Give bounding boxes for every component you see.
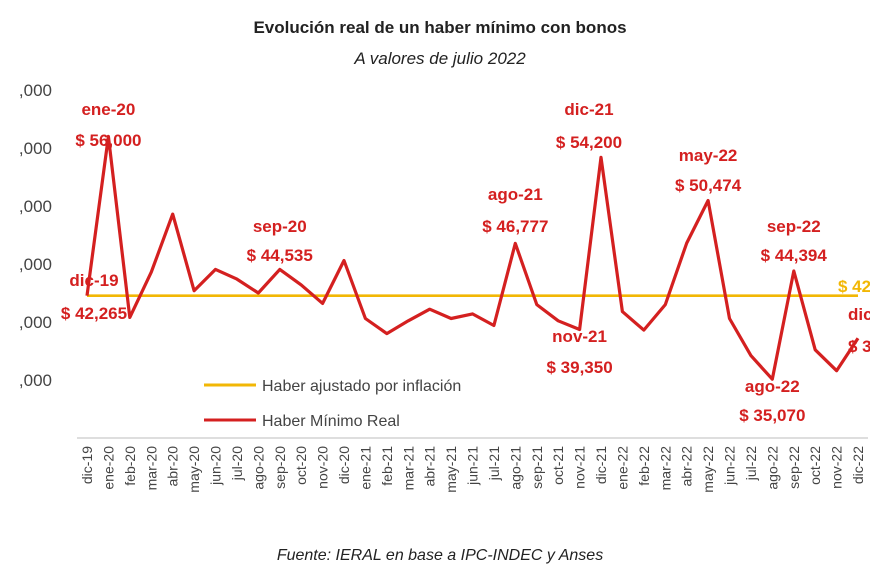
x-tick-label: nov-20 (315, 446, 331, 489)
y-tick-label: ,000 (19, 81, 52, 100)
x-tick-label: jun-20 (208, 446, 224, 486)
x-tick-label: sep-22 (786, 446, 802, 489)
chart-title: Evolución real de un haber mínimo con bo… (253, 18, 626, 37)
y-tick-label: ,000 (19, 313, 52, 332)
x-tick-label: dic-19 (79, 446, 95, 484)
x-tick-label: oct-22 (807, 446, 823, 485)
legend: Haber ajustado por inflación Haber Mínim… (204, 378, 461, 430)
annotation-label: sep-20 (253, 217, 307, 236)
x-tick-label: nov-22 (829, 446, 845, 489)
x-tick-label: sep-20 (272, 446, 288, 489)
y-axis: ,000 ,000 ,000 ,000 ,000 ,000 (19, 81, 52, 390)
x-tick-label: jul-22 (743, 446, 759, 481)
x-tick-label: ene-22 (614, 446, 630, 490)
annotation-label: may-22 (679, 146, 738, 165)
x-tick-label: dic-20 (336, 446, 352, 484)
x-tick-label: nov-21 (572, 446, 588, 489)
legend-label-inflation: Haber ajustado por inflación (262, 378, 461, 395)
annotation-value: $ 44,535 (247, 246, 313, 265)
annotation-value: $ 46,777 (482, 217, 548, 236)
x-tick-label: abr-20 (165, 446, 181, 487)
x-tick-label: mar-21 (400, 446, 416, 491)
annotation-value: $ 44,394 (761, 246, 828, 265)
series-line-real (85, 134, 860, 381)
x-tick-label: mar-20 (143, 446, 159, 491)
series-layer (85, 134, 860, 381)
y-tick-label: ,000 (19, 197, 52, 216)
y-tick-label: ,000 (19, 371, 52, 390)
annotation-value: $ 50,474 (675, 176, 742, 195)
x-tick-label: dic-21 (593, 446, 609, 484)
annotation-value: $ 56,000 (75, 131, 141, 150)
annotation-label: dic-19 (69, 271, 118, 290)
chart-source: Fuente: IERAL en base a IPC-INDEC y Anse… (277, 547, 603, 564)
x-tick-label: abr-21 (422, 446, 438, 487)
x-tick-label: ene-21 (357, 446, 373, 490)
x-tick-label: oct-20 (293, 446, 309, 485)
x-tick-label: mar-22 (657, 446, 673, 491)
x-tick-label: jul-20 (229, 446, 245, 481)
annotation-label: nov-21 (552, 327, 607, 346)
x-tick-label: jun-22 (722, 446, 738, 486)
x-tick-label: ago-20 (250, 446, 266, 490)
annotation-label: sep-22 (767, 217, 821, 236)
x-tick-label: ago-21 (507, 446, 523, 490)
annotation-label: dic (848, 305, 870, 324)
annotation-value: $ 54,200 (556, 133, 622, 152)
x-tick-label: may-21 (443, 446, 459, 493)
legend-label-real: Haber Mínimo Real (262, 413, 400, 430)
x-tick-label: dic-22 (850, 446, 866, 484)
x-tick-label: feb-21 (379, 446, 395, 486)
chart-subtitle: A valores de julio 2022 (353, 49, 526, 68)
x-axis-ticks: dic-19 ene-20 feb-20 mar-20 abr-20 may-20 jun-… (79, 446, 866, 493)
annotation-label: ago-22 (745, 377, 800, 396)
x-tick-label: feb-20 (122, 446, 138, 486)
y-tick-label: ,000 (19, 255, 52, 274)
annotation-label: dic-21 (564, 100, 613, 119)
annotation-value: $ 39,350 (546, 358, 612, 377)
x-tick-label: ene-20 (100, 446, 116, 490)
x-tick-label: jun-21 (465, 446, 481, 486)
annotations: dic-19 $ 42,265 ene-20 $ 56,000 sep-20 $ 44,5… (61, 100, 870, 425)
annotation-label: ago-21 (488, 185, 543, 204)
x-tick-label: abr-22 (679, 446, 695, 487)
annotation-value: $ 3 (848, 337, 870, 356)
annotation-value: $ 42,265 (61, 304, 127, 323)
x-tick-label: oct-21 (550, 446, 566, 485)
x-tick-label: ago-22 (764, 446, 780, 490)
x-tick-label: may-22 (700, 446, 716, 493)
annotation-label: ene-20 (81, 100, 135, 119)
annotation-value: $ 35,070 (739, 406, 805, 425)
x-tick-label: jul-21 (486, 446, 502, 481)
x-tick-label: sep-21 (529, 446, 545, 489)
x-tick-label: may-20 (186, 446, 202, 493)
y-tick-label: ,000 (19, 139, 52, 158)
x-tick-label: feb-22 (636, 446, 652, 486)
edge-label-inflation: $ 42 (838, 277, 870, 296)
